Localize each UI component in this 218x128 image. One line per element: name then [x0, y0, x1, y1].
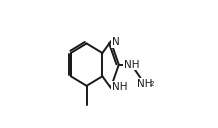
Text: 2: 2 [150, 81, 155, 87]
Text: NH: NH [112, 82, 127, 92]
Text: N: N [112, 38, 119, 47]
Text: NH: NH [124, 60, 139, 70]
Text: NH: NH [138, 79, 153, 89]
